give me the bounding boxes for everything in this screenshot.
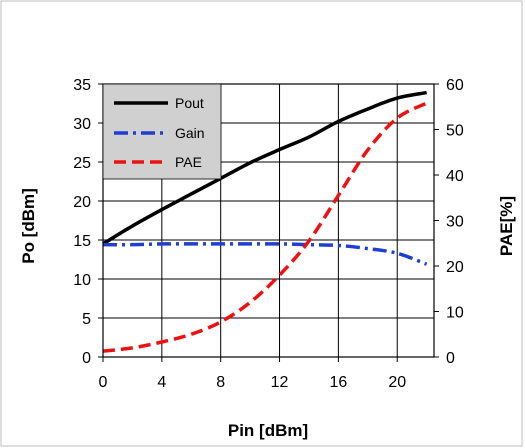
y-left-tick-label: 35 [73, 77, 91, 94]
y-right-tick-label: 40 [446, 168, 464, 185]
y-left-tick-label: 10 [73, 272, 91, 289]
y-left-tick-label: 20 [73, 194, 91, 211]
series-line-gain [102, 242, 428, 266]
x-tick-label: 4 [157, 374, 166, 391]
tick-labels: 0 4 8 12 16 20 0 5 10 15 20 25 30 35 0 10 20 30 40 50 60 [73, 77, 464, 391]
y-right-tick-label: 10 [446, 305, 464, 322]
y-left-tick-label: 15 [73, 233, 91, 250]
x-tick-label: 12 [271, 374, 289, 391]
y-left-tick-label: 25 [73, 155, 91, 172]
series-lines [102, 90, 428, 353]
y-right-tick-label: 0 [446, 350, 455, 367]
y-left-tick-label: 5 [82, 311, 91, 328]
y-right-tick-label: 20 [446, 259, 464, 276]
legend: Pout Gain PAE [102, 83, 222, 180]
x-tick-label: 8 [216, 374, 225, 391]
y-axis-title-left: Po [dBm] [19, 188, 38, 264]
y-right-tick-label: 50 [446, 123, 464, 140]
y-right-tick-label: 60 [446, 77, 464, 94]
legend-label-pae: PAE [175, 154, 202, 170]
x-tick-label: 16 [329, 374, 347, 391]
x-axis-title: Pin [dBm] [228, 421, 308, 440]
y-axis-title-right: PAE[%] [497, 196, 516, 256]
series-line-pout [102, 90, 427, 246]
y-left-tick-label: 30 [73, 116, 91, 133]
y-left-tick-label: 0 [82, 350, 91, 367]
y-right-tick-label: 30 [446, 214, 464, 231]
legend-label-gain: Gain [175, 125, 205, 141]
legend-label-pout: Pout [175, 95, 204, 111]
x-tick-label: 20 [388, 374, 406, 391]
series-line-pae [102, 101, 428, 353]
x-tick-label: 0 [99, 374, 108, 391]
